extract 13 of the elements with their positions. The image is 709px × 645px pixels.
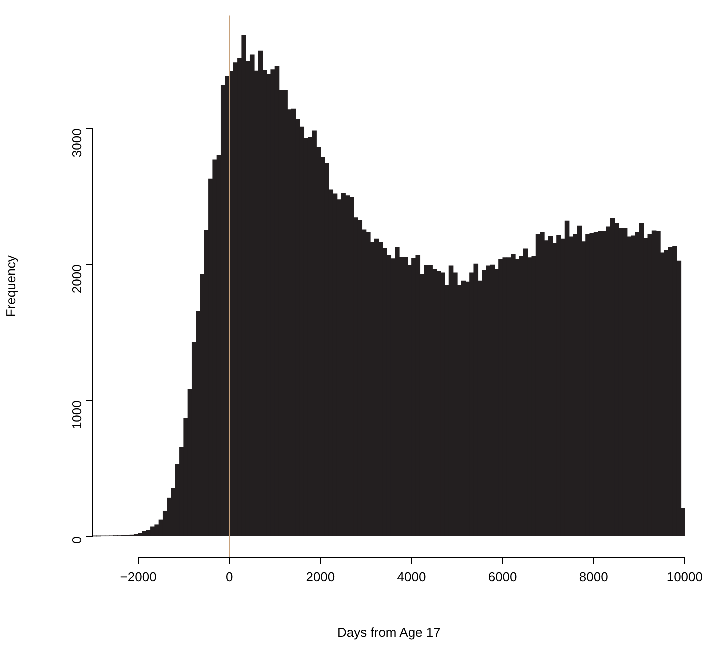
y-tick-label: 2000 [70,264,85,294]
x-tick-label: 10000 [666,569,703,584]
x-tick-label: −2000 [120,569,157,584]
x-tick-label: 8000 [579,569,608,584]
x-axis-title: Days from Age 17 [338,624,441,640]
y-tick-label: 0 [70,536,85,544]
y-tick-label: 3000 [70,128,85,158]
y-axis-title: Frequency [3,255,18,318]
x-tick-label: 0 [226,569,234,584]
x-tick-label: 2000 [306,569,336,584]
x-tick-label: 6000 [488,569,518,584]
x-tick-label: 4000 [397,569,426,584]
y-tick-label: 1000 [70,400,85,430]
